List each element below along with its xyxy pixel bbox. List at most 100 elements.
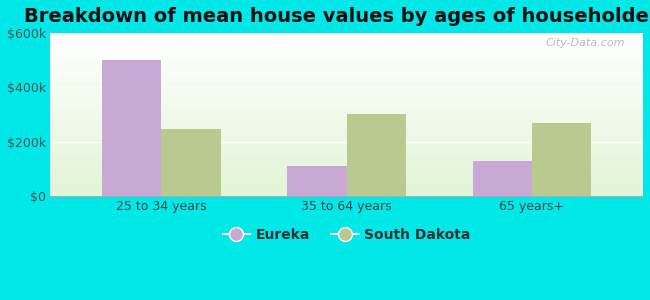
Bar <box>50 85 643 86</box>
Bar <box>50 65 643 66</box>
Bar <box>50 120 643 121</box>
Bar <box>50 74 643 75</box>
Bar <box>287 166 346 196</box>
Bar <box>50 33 643 34</box>
Bar <box>50 184 643 185</box>
Bar <box>50 42 643 43</box>
Bar <box>50 105 643 106</box>
Bar <box>50 179 643 180</box>
Bar <box>50 164 643 165</box>
Bar <box>50 57 643 58</box>
Bar <box>50 135 643 136</box>
Bar <box>50 188 643 189</box>
Bar <box>50 86 643 87</box>
Bar <box>50 133 643 134</box>
Bar <box>50 148 643 149</box>
Bar <box>50 88 643 89</box>
Bar <box>50 138 643 139</box>
Bar <box>50 39 643 40</box>
Bar <box>50 163 643 164</box>
Bar <box>50 165 643 166</box>
Bar <box>50 159 643 160</box>
Bar <box>50 182 643 183</box>
Bar <box>50 173 643 174</box>
Bar <box>50 99 643 100</box>
Bar <box>50 123 643 124</box>
Bar <box>50 106 643 107</box>
Bar <box>50 64 643 65</box>
Bar <box>50 89 643 90</box>
Bar <box>50 54 643 55</box>
Bar <box>50 155 643 156</box>
Bar <box>50 87 643 88</box>
Bar <box>50 169 643 170</box>
Bar <box>50 132 643 133</box>
Bar <box>50 168 643 169</box>
Bar <box>50 128 643 129</box>
Text: City-Data.com: City-Data.com <box>546 38 625 48</box>
Bar <box>50 181 643 182</box>
Bar <box>50 96 643 97</box>
Bar <box>50 160 643 161</box>
Bar <box>50 147 643 148</box>
Bar <box>50 55 643 56</box>
Bar <box>50 175 643 176</box>
Bar <box>50 166 643 167</box>
Bar <box>50 36 643 37</box>
Bar <box>50 50 643 51</box>
Bar <box>50 101 643 102</box>
Bar <box>50 131 643 132</box>
Bar <box>50 146 643 147</box>
Bar <box>50 59 643 60</box>
Bar <box>50 69 643 70</box>
Bar <box>50 81 643 82</box>
Bar <box>50 93 643 94</box>
Title: Breakdown of mean house values by ages of householders: Breakdown of mean house values by ages o… <box>23 7 650 26</box>
Bar <box>50 63 643 64</box>
Bar <box>50 72 643 73</box>
Bar <box>50 107 643 108</box>
Bar <box>50 94 643 95</box>
Bar <box>50 161 643 162</box>
Bar <box>50 174 643 175</box>
Bar <box>50 194 643 195</box>
Bar <box>50 118 643 119</box>
Bar <box>50 145 643 146</box>
Bar <box>50 136 643 137</box>
Legend: Eureka, South Dakota: Eureka, South Dakota <box>217 222 476 248</box>
Bar <box>50 114 643 115</box>
Bar <box>50 78 643 79</box>
Bar <box>473 160 532 196</box>
Bar <box>50 104 643 105</box>
Bar <box>50 119 643 120</box>
Bar <box>50 73 643 74</box>
Bar <box>50 56 643 57</box>
Bar <box>50 116 643 117</box>
Bar <box>50 177 643 178</box>
Bar <box>50 126 643 127</box>
Bar <box>102 60 161 196</box>
Bar <box>50 193 643 194</box>
Bar <box>50 77 643 78</box>
Bar <box>346 114 406 196</box>
Bar <box>50 162 643 163</box>
Bar <box>50 167 643 168</box>
Bar <box>50 157 643 158</box>
Bar <box>50 149 643 150</box>
Bar <box>50 191 643 192</box>
Bar <box>50 192 643 193</box>
Bar <box>50 61 643 62</box>
Bar <box>50 186 643 187</box>
Bar <box>50 79 643 80</box>
Bar <box>50 122 643 123</box>
Bar <box>50 134 643 135</box>
Bar <box>50 152 643 153</box>
Bar <box>50 118 643 119</box>
Bar <box>50 137 643 138</box>
Bar <box>50 102 643 103</box>
Bar <box>50 127 643 128</box>
Bar <box>50 95 643 96</box>
Bar <box>50 35 643 36</box>
Bar <box>50 140 643 141</box>
Bar <box>50 37 643 38</box>
